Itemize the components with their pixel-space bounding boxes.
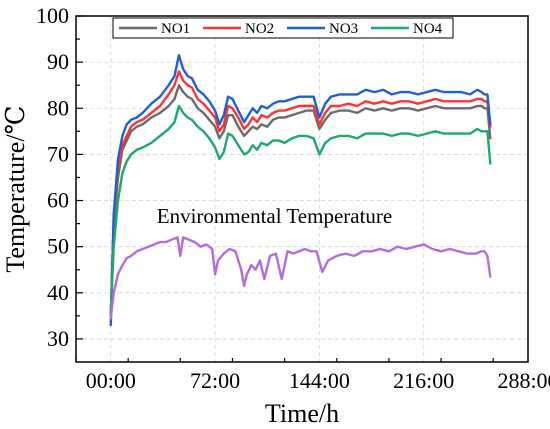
series-line-5 — [109, 236, 492, 320]
y-tick-label: 50 — [47, 234, 69, 259]
legend-label-4: NO4 — [413, 21, 443, 37]
x-tick-label: 72:00 — [190, 368, 240, 393]
y-tick-label: 90 — [47, 49, 69, 74]
plot-frame — [75, 15, 529, 363]
y-tick-label: 80 — [47, 95, 69, 120]
y-axis-label: Temperature/℃ — [1, 105, 30, 272]
y-tick-label: 40 — [47, 280, 69, 305]
series-line-4 — [109, 104, 492, 313]
series-lines — [109, 54, 492, 327]
x-tick-label: 00:00 — [86, 368, 136, 393]
series-line-3 — [109, 54, 492, 327]
legend-label-1: NO1 — [161, 21, 190, 37]
y-tick-label: 30 — [47, 326, 69, 351]
series-line-1 — [109, 84, 492, 318]
legend-box — [112, 17, 454, 39]
y-tick-label: 70 — [47, 141, 69, 166]
x-axis-label: Time/h — [265, 399, 339, 428]
x-tick-label: 216:00 — [393, 368, 454, 393]
axis-ticks — [75, 15, 494, 362]
legend-label-3: NO3 — [329, 21, 358, 37]
legend-label-2: NO2 — [245, 21, 274, 37]
y-tick-label: 60 — [47, 188, 69, 213]
environmental-temperature-annotation: Environmental Temperature — [157, 204, 392, 228]
tick-labels: 00:00 72:00 144:00 216:00 288:00 30 40 50 60 70 80… — [36, 3, 550, 393]
x-tick-label: 144:00 — [289, 368, 350, 393]
legend: NO1 NO2 NO3 NO4 — [112, 17, 454, 39]
y-tick-label: 100 — [36, 3, 69, 28]
grid-lines — [76, 15, 529, 362]
x-tick-label: 288:00 — [497, 368, 550, 393]
series-line-2 — [109, 70, 492, 318]
